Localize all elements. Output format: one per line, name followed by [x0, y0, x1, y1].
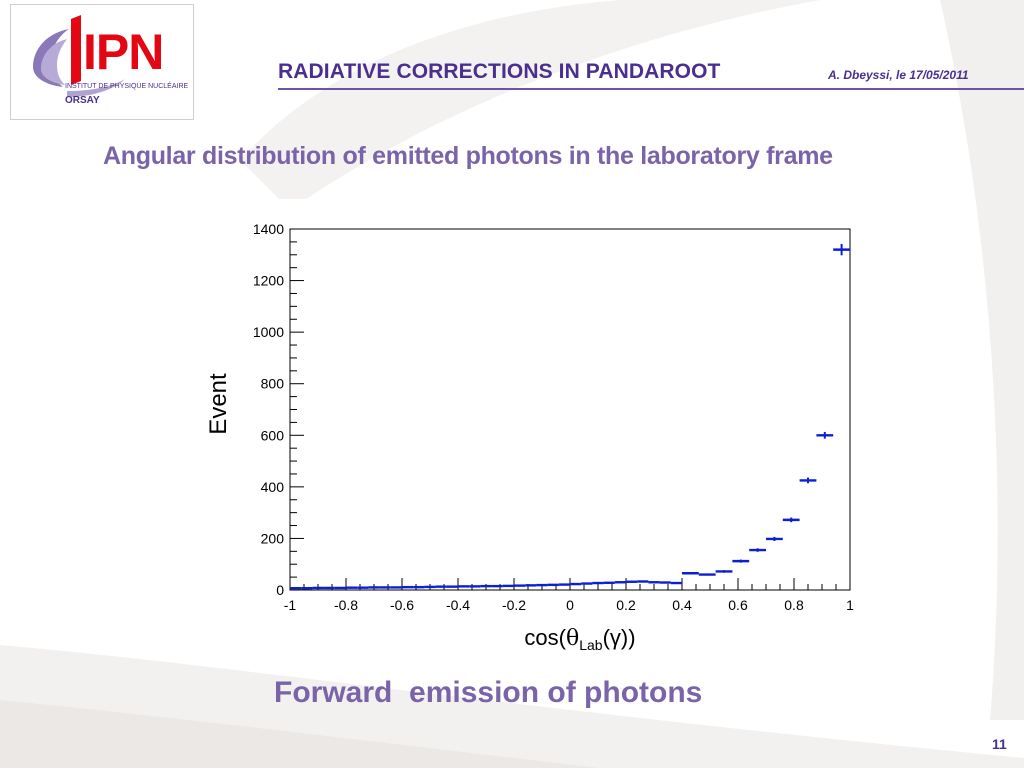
data-point	[603, 581, 615, 584]
data-point	[469, 585, 481, 588]
data-point	[413, 585, 425, 589]
x-tick-label: -0.8	[334, 597, 358, 613]
data-point	[424, 585, 436, 589]
data-point	[833, 243, 850, 256]
data-point	[766, 536, 783, 542]
logo-acronym: IPN	[83, 24, 164, 80]
data-point	[816, 431, 834, 439]
x-tick-label: -0.6	[390, 597, 414, 613]
x-tick-label: 1	[846, 597, 854, 613]
data-point	[390, 586, 402, 589]
slide-caption: Forward emission of photons	[274, 676, 703, 709]
data-point	[491, 584, 503, 588]
data-point	[525, 584, 537, 587]
chart-panel: -1 -0.8 -0.6 -0.4 -0.2 0 0.2 0.4 0.6 0.8 1 0 200 400 6…	[198, 199, 892, 657]
data-point	[323, 586, 335, 590]
angular-distribution-chart: -1 -0.8 -0.6 -0.4 -0.2 0 0.2 0.4 0.6 0.8 1 0 200 400 6…	[205, 221, 854, 653]
y-tick-label: 600	[261, 427, 285, 443]
x-tick-label: 0.4	[672, 597, 692, 613]
data-point	[698, 573, 716, 576]
y-tick-label: 800	[261, 376, 285, 392]
y-tick-label: 400	[261, 479, 285, 495]
y-tick-label: 200	[261, 530, 285, 546]
data-point	[648, 581, 660, 584]
x-tick-label: 0.8	[784, 597, 804, 613]
x-axis-label: cos(θLab(γ))	[524, 625, 635, 653]
data-point	[290, 586, 302, 590]
data-point	[458, 585, 470, 588]
logo-city: ORSAY	[65, 95, 100, 106]
data-point	[682, 572, 699, 575]
slide-title: RADIATIVE CORRECTIONS IN PANDAROOT	[278, 60, 721, 83]
ipn-logo: IPN INSTITUT DE PHYSIQUE NUCLÉAIRE ORSAY	[10, 4, 194, 120]
x-tick-label: -0.4	[446, 597, 470, 613]
data-point	[782, 517, 800, 523]
chart-axes: -1 -0.8 -0.6 -0.4 -0.2 0 0.2 0.4 0.6 0.8 1 0 200 400 6…	[253, 221, 854, 613]
data-point	[637, 580, 649, 583]
data-point	[502, 584, 514, 588]
y-tick-label: 1000	[253, 324, 284, 340]
author-date: A. Dbeyssi, le 17/05/2011	[828, 68, 969, 82]
data-point	[301, 586, 313, 590]
data-point	[626, 580, 638, 583]
data-point	[581, 582, 593, 585]
y-tick-label: 1200	[253, 273, 284, 289]
data-point	[715, 570, 733, 573]
data-point	[670, 581, 682, 585]
data-point	[570, 582, 582, 586]
logo-institute: INSTITUT DE PHYSIQUE NUCLÉAIRE	[65, 83, 189, 90]
y-axis-label: Event	[205, 373, 232, 435]
data-point	[659, 581, 671, 584]
y-tick-label: 1400	[253, 221, 284, 237]
x-tick-label: -1	[284, 597, 297, 613]
data-point	[480, 584, 492, 588]
data-point	[368, 586, 380, 589]
ipn-logo-mark	[33, 15, 125, 97]
data-point	[536, 583, 548, 587]
chart-marks	[290, 243, 850, 590]
y-tick-label: 0	[276, 582, 284, 598]
x-tick-label: 0.6	[728, 597, 748, 613]
data-point	[614, 581, 626, 584]
data-point	[446, 585, 458, 588]
data-point	[547, 583, 559, 587]
data-point	[346, 586, 358, 589]
data-point	[379, 586, 391, 589]
data-point	[514, 584, 526, 587]
title-divider	[278, 88, 1024, 90]
x-tick-label: -0.2	[502, 597, 526, 613]
data-point	[749, 548, 766, 552]
data-point	[334, 586, 346, 590]
data-point	[435, 585, 447, 588]
data-point	[312, 586, 324, 590]
x-tick-label: 0.2	[616, 597, 636, 613]
data-point	[799, 477, 817, 484]
data-point	[732, 559, 750, 563]
plot-frame	[289, 228, 851, 591]
x-tick-label: 0	[566, 597, 574, 613]
page-number: 11	[992, 736, 1007, 752]
slide-subtitle: Angular distribution of emitted photons …	[103, 142, 833, 170]
data-point	[357, 586, 369, 589]
data-point	[402, 585, 414, 589]
data-point	[558, 583, 570, 586]
data-point	[592, 581, 604, 585]
